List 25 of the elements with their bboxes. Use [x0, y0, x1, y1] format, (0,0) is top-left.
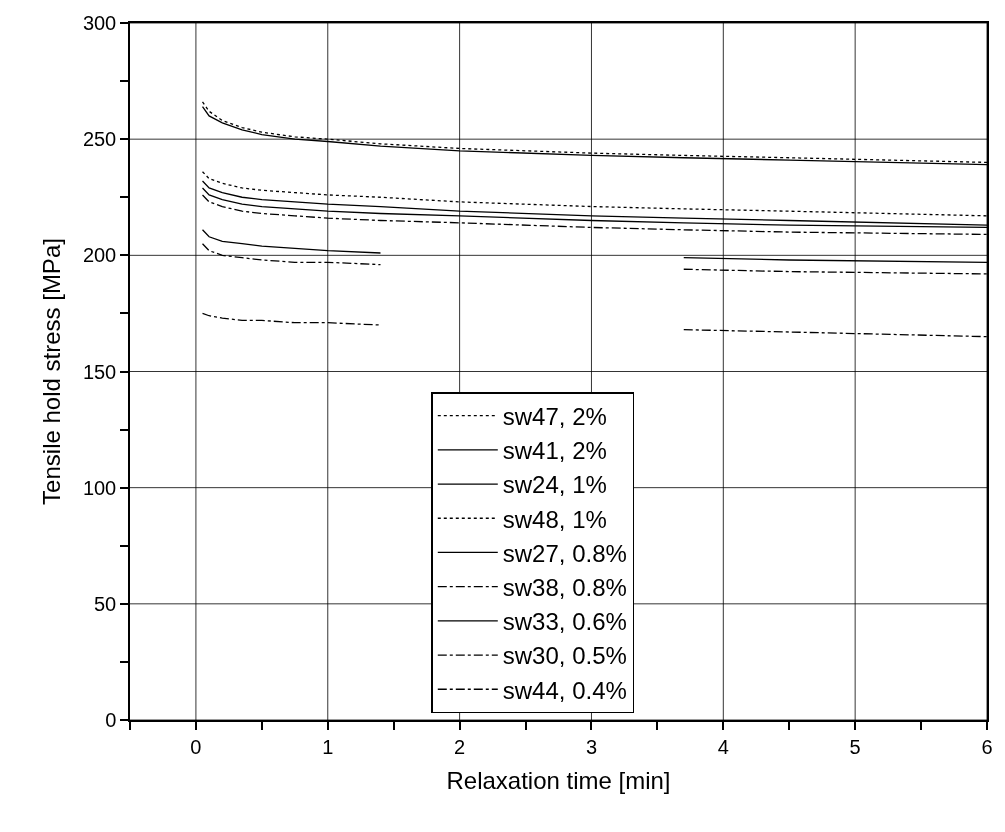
y-axis-title: Tensile hold stress [MPa]	[38, 238, 66, 505]
y-tick-label: 100	[82, 476, 117, 499]
x-axis-title: Relaxation time [min]	[446, 766, 671, 794]
x-tick-label: 2	[454, 735, 466, 758]
y-tick-label: 50	[94, 592, 117, 615]
y-tick-label: 0	[105, 709, 117, 731]
legend-label: sw44, 0.4%	[502, 676, 627, 704]
x-tick-label: 3	[585, 735, 598, 758]
y-tick-label: 150	[82, 360, 117, 383]
legend-label: sw27, 0.8%	[502, 539, 627, 567]
legend-label: sw48, 1%	[502, 505, 607, 533]
legend-label: sw47, 2%	[502, 402, 607, 430]
y-tick-label: 300	[82, 12, 117, 34]
legend-label: sw41, 2%	[502, 437, 607, 465]
legend-label: sw33, 0.6%	[502, 608, 627, 636]
x-tick-label: 0	[190, 735, 202, 758]
legend-label: sw38, 0.8%	[502, 573, 627, 601]
x-tick-label: 4	[717, 735, 729, 758]
x-tick-label: 5	[849, 735, 861, 758]
legend-label: sw30, 0.5%	[502, 642, 627, 670]
y-tick-label: 200	[82, 244, 117, 267]
y-tick-label: 250	[82, 128, 117, 151]
x-tick-label: 6	[981, 735, 993, 758]
x-tick-label: 1	[322, 735, 334, 758]
legend-label: sw24, 1%	[502, 471, 607, 499]
